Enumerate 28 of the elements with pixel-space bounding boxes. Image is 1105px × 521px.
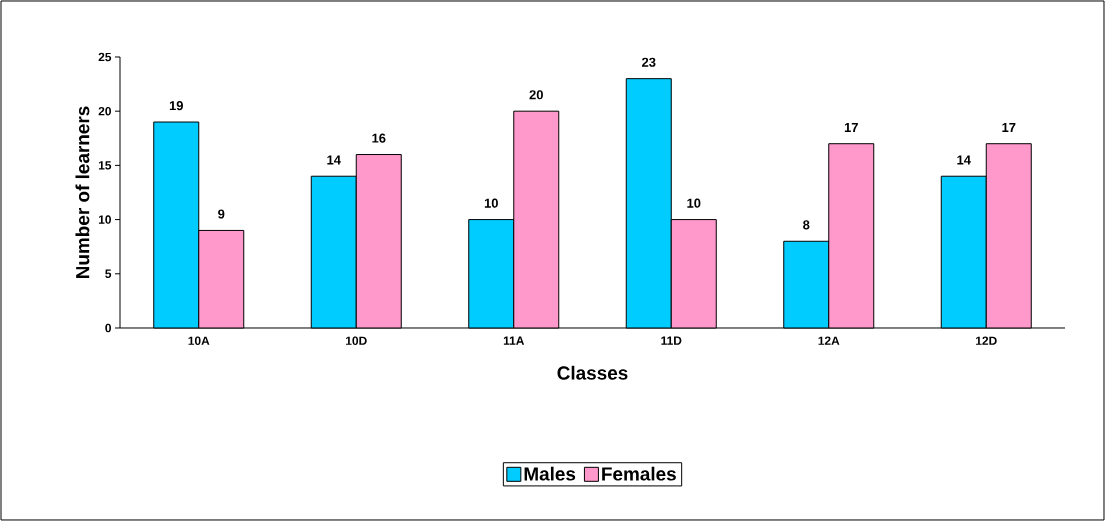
legend-label: Females (602, 466, 676, 481)
data-label: 23 (642, 57, 656, 67)
data-label: 9 (218, 209, 225, 219)
x-tick-label: 10A (188, 336, 210, 345)
data-label: 8 (803, 220, 810, 230)
y-axis-title: Number of learners (75, 106, 90, 279)
y-tick-label: 0 (105, 323, 111, 333)
y-tick-label: 15 (98, 161, 112, 170)
data-label: 14 (327, 155, 341, 165)
y-tick-label: 25 (98, 52, 112, 62)
data-label: 10 (687, 198, 701, 208)
x-tick-label: 12A (818, 336, 840, 345)
data-label: 19 (169, 101, 183, 111)
y-tick-label: 20 (98, 106, 111, 116)
y-tick-label: 5 (105, 269, 112, 278)
data-label: 17 (844, 122, 858, 132)
data-label: 20 (529, 90, 543, 100)
legend-label: Males (524, 466, 576, 481)
x-tick-label: 12D (976, 336, 997, 345)
data-label: 10 (484, 198, 498, 208)
data-label: 16 (372, 133, 386, 143)
data-label: 17 (1002, 122, 1016, 132)
data-label: 14 (957, 155, 971, 165)
x-tick-label: 11A (503, 336, 525, 345)
x-axis-title: Classes (557, 365, 628, 380)
y-tick-label: 10 (98, 215, 111, 224)
x-tick-label: 11D (661, 336, 682, 345)
x-tick-label: 10D (346, 336, 367, 345)
